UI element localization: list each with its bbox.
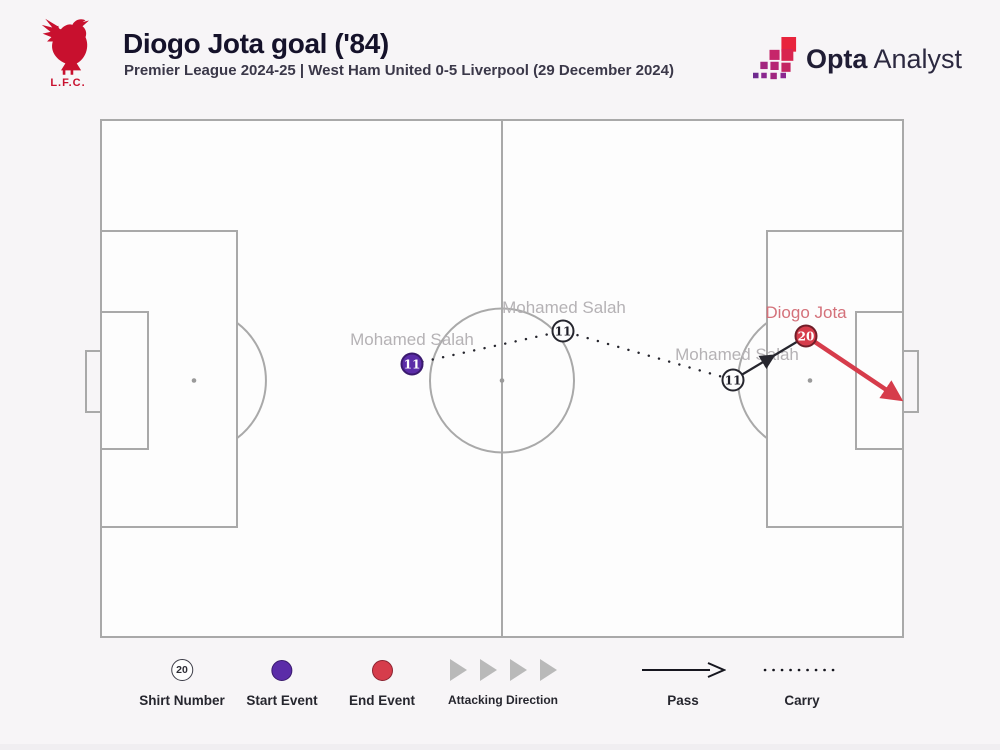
event-marker-end[interactable]: 20 <box>794 324 818 348</box>
legend-label: Start Event <box>246 693 318 708</box>
legend-label: Pass <box>667 693 699 708</box>
event-marker-start[interactable]: 11 <box>400 352 424 376</box>
right-penalty-spot <box>807 378 813 383</box>
centre-spot <box>499 378 505 383</box>
brand-analyst: Analyst <box>873 43 962 74</box>
legend-carry: Carry <box>761 655 843 708</box>
legend-label: Carry <box>784 693 820 708</box>
legend-start-event: Start Event <box>246 655 318 708</box>
left-goal <box>85 350 102 413</box>
shot-arrow <box>804 334 904 402</box>
svg-text:20: 20 <box>798 329 815 343</box>
shirt-number-icon: 20 <box>170 659 193 681</box>
events-layer: Mohamed Salah Mohamed Salah Mohamed Salah D… <box>350 298 904 402</box>
page-subtitle: Premier League 2024-25 | West Ham United… <box>124 62 674 79</box>
page-title: Diogo Jota goal ('84) <box>123 28 389 59</box>
left-penalty-arc <box>236 321 267 440</box>
legend-end-event: End Event <box>349 655 415 708</box>
player-label: Diogo Jota <box>765 303 847 322</box>
end-event-icon <box>371 659 393 681</box>
crest-caption: L.F.C. <box>50 77 86 89</box>
pass-line <box>732 336 806 381</box>
player-label: Mohamed Salah <box>502 298 626 317</box>
opta-analyst-logo: Opta Analyst <box>752 36 962 82</box>
player-label: Mohamed Salah <box>350 330 474 349</box>
player-label: Mohamed Salah <box>675 345 799 364</box>
attacking-direction-icon <box>449 655 557 685</box>
legend-label: Shirt Number <box>139 693 225 708</box>
svg-text:11: 11 <box>404 357 421 371</box>
brand-opta: Opta <box>805 43 868 74</box>
centre-circle <box>429 307 575 454</box>
svg-text:11: 11 <box>725 373 742 387</box>
carry-dots-icon <box>763 668 841 672</box>
right-goal <box>902 350 919 413</box>
bottom-strip <box>0 744 1000 750</box>
start-event-icon <box>271 659 293 681</box>
left-penalty-spot <box>191 378 197 383</box>
legend-label: Attacking Direction <box>447 693 559 707</box>
svg-text:11: 11 <box>555 324 572 338</box>
liver-bird-icon <box>41 18 89 75</box>
event-marker-neutral[interactable]: 11 <box>551 319 575 343</box>
legend-shirt-number: 20 Shirt Number <box>139 655 225 708</box>
liverpool-crest: L.F.C. <box>38 14 98 100</box>
pass-arrow-icon <box>642 662 726 678</box>
legend-pass: Pass <box>640 655 726 708</box>
legend-label: End Event <box>348 693 416 708</box>
opta-squares-icon <box>752 37 797 80</box>
event-marker-neutral[interactable]: 11 <box>721 368 745 392</box>
legend: 20 Shirt Number Start Event End Event At… <box>0 655 1000 725</box>
legend-attacking-direction: Attacking Direction <box>448 655 558 707</box>
